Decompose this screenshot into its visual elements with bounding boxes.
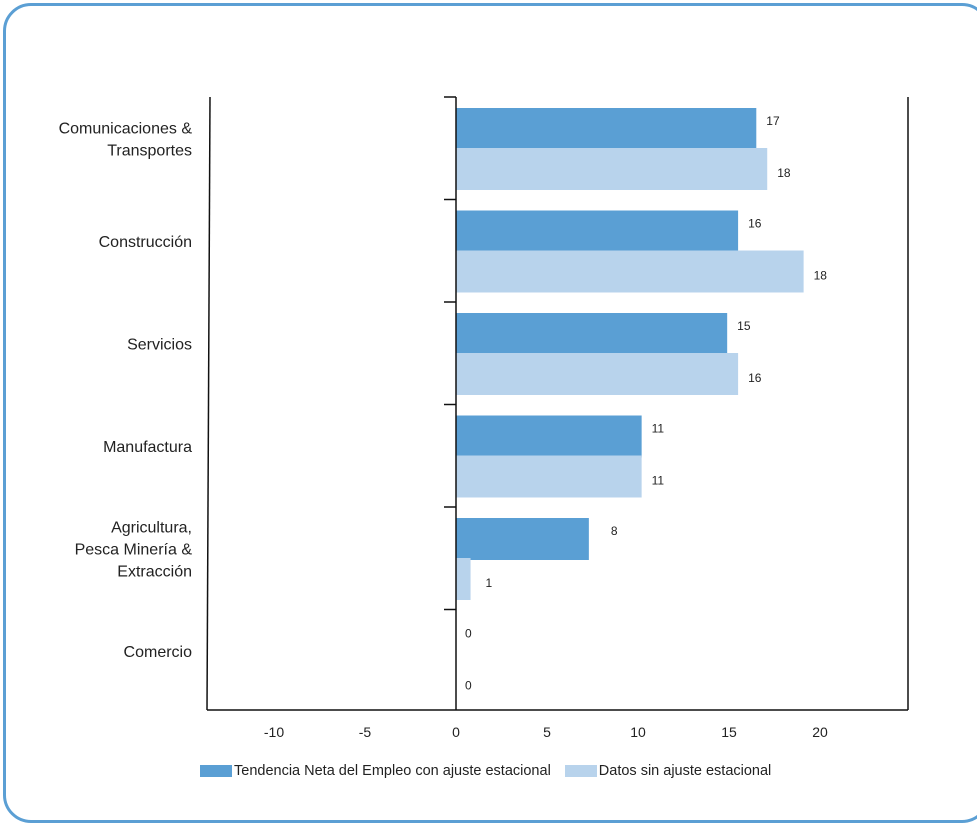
bar-series2-cat2: [456, 250, 804, 293]
data-label-series2-cat4: 11: [652, 474, 665, 488]
category-label-6: Comercio: [124, 644, 193, 661]
x-tick-label: 0: [452, 724, 460, 740]
category-label-1: Transportes: [107, 142, 192, 159]
bar-series2-cat3: [456, 353, 739, 395]
bar-series1-cat5: [456, 518, 589, 560]
data-label-series2-cat3: 16: [748, 371, 762, 385]
category-label-4: Manufactura: [103, 439, 192, 456]
data-label-series1-cat6: 0: [465, 627, 472, 641]
bar-series1-cat3: [456, 313, 728, 355]
legend-swatch-series-2: [564, 765, 597, 777]
category-label-3: Servicios: [127, 336, 192, 353]
legend-label-series-2: Datos sin ajuste estacional: [598, 763, 772, 779]
data-label-series2-cat6: 0: [465, 679, 472, 693]
data-label-series1-cat4: 11: [652, 422, 665, 436]
x-tick-label: -5: [359, 724, 372, 740]
data-label-series1-cat2: 16: [748, 217, 762, 231]
data-label-series1-cat3: 15: [737, 319, 751, 333]
data-label-series2-cat1: 18: [777, 166, 791, 180]
category-label-5: Pesca Minería &: [75, 541, 193, 558]
legend: Tendencia Neta del Empleo con ajuste est…: [200, 763, 785, 779]
legend-swatch-series-1: [200, 765, 232, 777]
legend-item-series-2: Datos sin ajuste estacional: [564, 763, 772, 779]
x-tick-label: 15: [721, 724, 737, 740]
category-label-5: Extracción: [117, 563, 192, 580]
x-tick-label: -10: [264, 724, 284, 740]
legend-label-series-1: Tendencia Neta del Empleo con ajuste est…: [234, 763, 551, 779]
bar-series2-cat5: [456, 558, 471, 600]
bar-series2-cat4: [456, 455, 642, 498]
x-tick-label: 5: [543, 724, 551, 740]
left-axis-line: [206, 96, 211, 711]
bar-series2-cat1: [456, 148, 768, 190]
bar-series1-cat4: [456, 415, 642, 458]
data-label-series2-cat5: 1: [486, 576, 493, 590]
legend-item-series-1: Tendencia Neta del Empleo con ajuste est…: [200, 763, 551, 779]
data-label-series2-cat2: 18: [814, 269, 828, 283]
bar-series1-cat2: [456, 210, 739, 253]
category-label-1: Comunicaciones &: [59, 120, 193, 137]
x-tick-label: 10: [630, 724, 646, 740]
data-label-series1-cat5: 8: [611, 524, 618, 538]
bar-series1-cat1: [456, 108, 757, 150]
category-label-2: Construcción: [99, 234, 192, 251]
category-label-5: Agricultura,: [111, 519, 192, 536]
data-label-series1-cat1: 17: [766, 114, 780, 128]
x-tick-label: 20: [812, 724, 828, 740]
